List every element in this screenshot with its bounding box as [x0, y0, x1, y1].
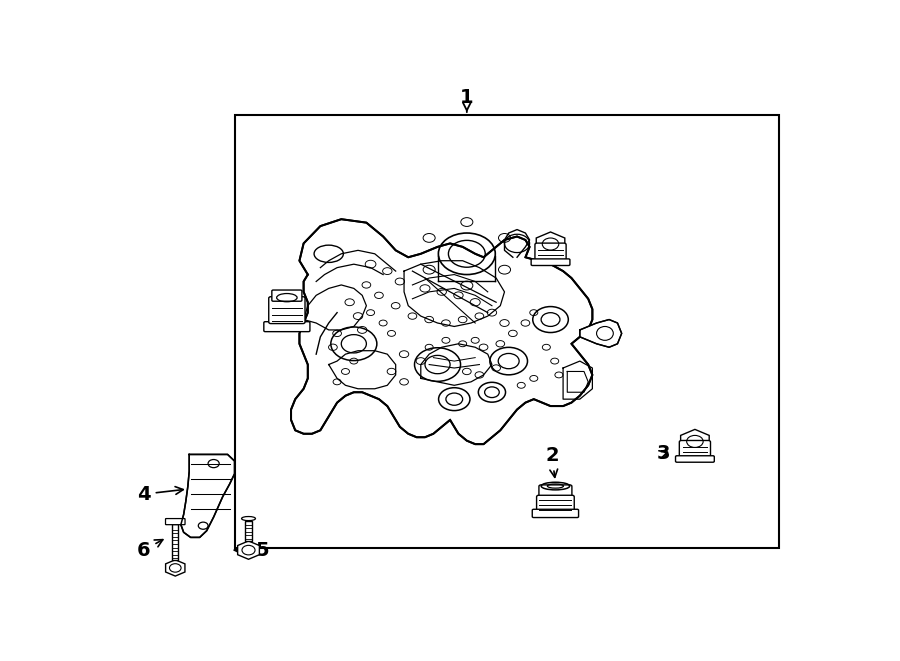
Polygon shape	[680, 430, 709, 453]
Text: 5: 5	[234, 541, 269, 560]
Polygon shape	[166, 560, 184, 576]
FancyBboxPatch shape	[536, 495, 574, 513]
Bar	[245, 521, 252, 541]
FancyBboxPatch shape	[272, 290, 302, 301]
Text: 6: 6	[137, 539, 163, 560]
Polygon shape	[580, 319, 622, 347]
Polygon shape	[238, 541, 259, 559]
Text: 1: 1	[460, 88, 473, 112]
Polygon shape	[536, 232, 565, 256]
FancyBboxPatch shape	[269, 297, 305, 324]
Text: 4: 4	[137, 485, 184, 504]
FancyBboxPatch shape	[539, 485, 572, 499]
Text: 3: 3	[657, 444, 670, 463]
FancyBboxPatch shape	[531, 259, 570, 266]
FancyBboxPatch shape	[535, 243, 566, 262]
FancyBboxPatch shape	[166, 519, 185, 525]
Polygon shape	[291, 219, 592, 444]
Text: 2: 2	[545, 446, 559, 477]
FancyBboxPatch shape	[680, 440, 710, 458]
Polygon shape	[181, 454, 235, 537]
FancyBboxPatch shape	[264, 322, 310, 332]
Bar	[235, 115, 778, 547]
FancyBboxPatch shape	[532, 509, 579, 518]
Bar	[173, 524, 178, 560]
FancyBboxPatch shape	[676, 455, 715, 462]
